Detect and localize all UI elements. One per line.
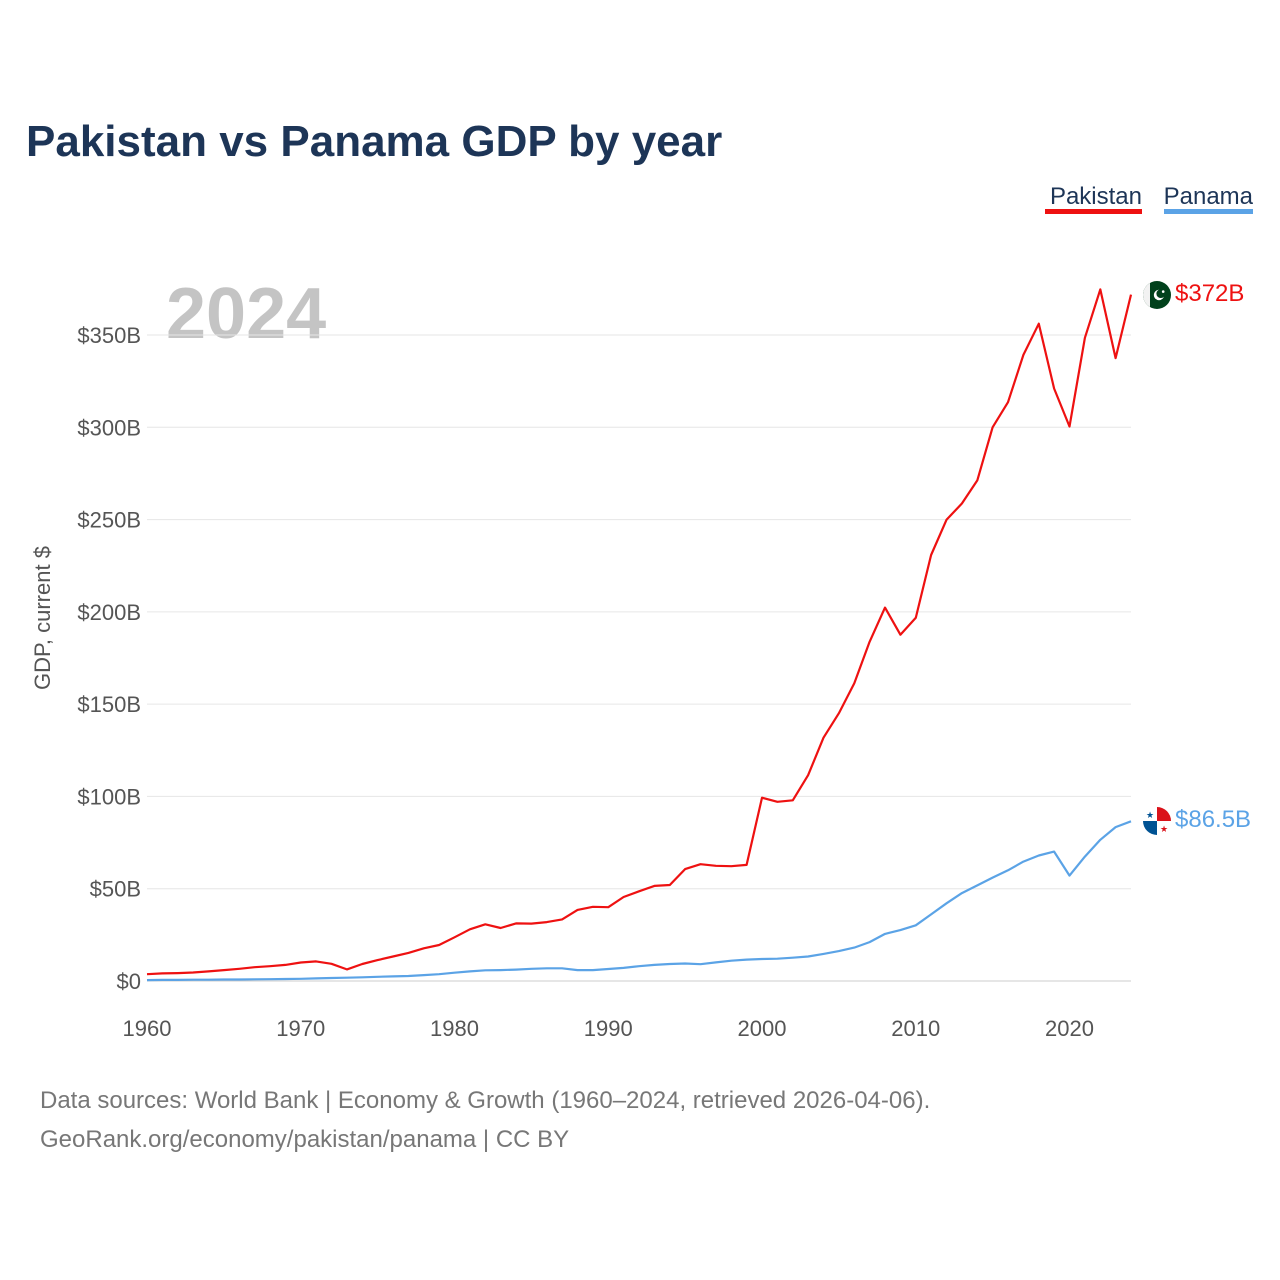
y-axis-label: GDP, current $: [30, 546, 55, 690]
series-line-panama: [146, 820, 1132, 982]
y-tick-label: $50B: [90, 877, 141, 902]
x-tick-label: 2000: [738, 1016, 787, 1041]
x-tick-label: 2020: [1045, 1016, 1094, 1041]
chart-title: Pakistan vs Panama GDP by year: [26, 117, 722, 166]
legend-swatch-pakistan: [1045, 209, 1142, 214]
legend-swatch-panama: [1164, 209, 1253, 214]
gridlines: [147, 334, 1131, 982]
legend-label-pakistan: Pakistan: [1050, 183, 1142, 210]
y-tick-label: $250B: [77, 508, 141, 533]
pakistan-end-value-label: $372B: [1175, 280, 1244, 307]
svg-text:★: ★: [1160, 825, 1168, 835]
x-tick-label: 1990: [584, 1016, 633, 1041]
legend-label-panama: Panama: [1164, 183, 1254, 210]
credit-link[interactable]: GeoRank.org/economy/pakistan/panama | CC…: [40, 1126, 569, 1153]
legend-item-pakistan[interactable]: Pakistan: [1045, 183, 1142, 214]
svg-text:★: ★: [1146, 811, 1154, 821]
y-tick-label: $150B: [77, 692, 141, 717]
y-tick-label: $350B: [77, 323, 141, 348]
x-tick-label: 1980: [430, 1016, 479, 1041]
pakistan-flag-icon: [1143, 281, 1171, 309]
panama-end-value-label: $86.5B: [1175, 806, 1251, 833]
data-source-note: Data sources: World Bank | Economy & Gro…: [40, 1087, 930, 1114]
y-tick-label: $300B: [77, 415, 141, 440]
year-watermark: 2024: [166, 274, 326, 354]
y-axis-ticks: $0 $50B $100B $150B $200B $250B $300B $350B: [77, 323, 141, 994]
x-tick-label: 1970: [276, 1016, 325, 1041]
series-line-pakistan: [146, 288, 1133, 976]
y-tick-label: $200B: [77, 600, 141, 625]
x-tick-label: 2010: [891, 1016, 940, 1041]
legend-item-panama[interactable]: Panama: [1164, 183, 1254, 214]
series-lines: [146, 288, 1133, 982]
panama-flag-icon: ★ ★: [1143, 807, 1171, 835]
x-tick-label: 1960: [123, 1016, 172, 1041]
x-axis-ticks: 1960 1970 1980 1990 2000 2010 2020: [123, 1016, 1094, 1041]
legend: Pakistan Panama: [1045, 183, 1254, 214]
y-tick-label: $0: [117, 969, 141, 994]
y-tick-label: $100B: [77, 784, 141, 809]
